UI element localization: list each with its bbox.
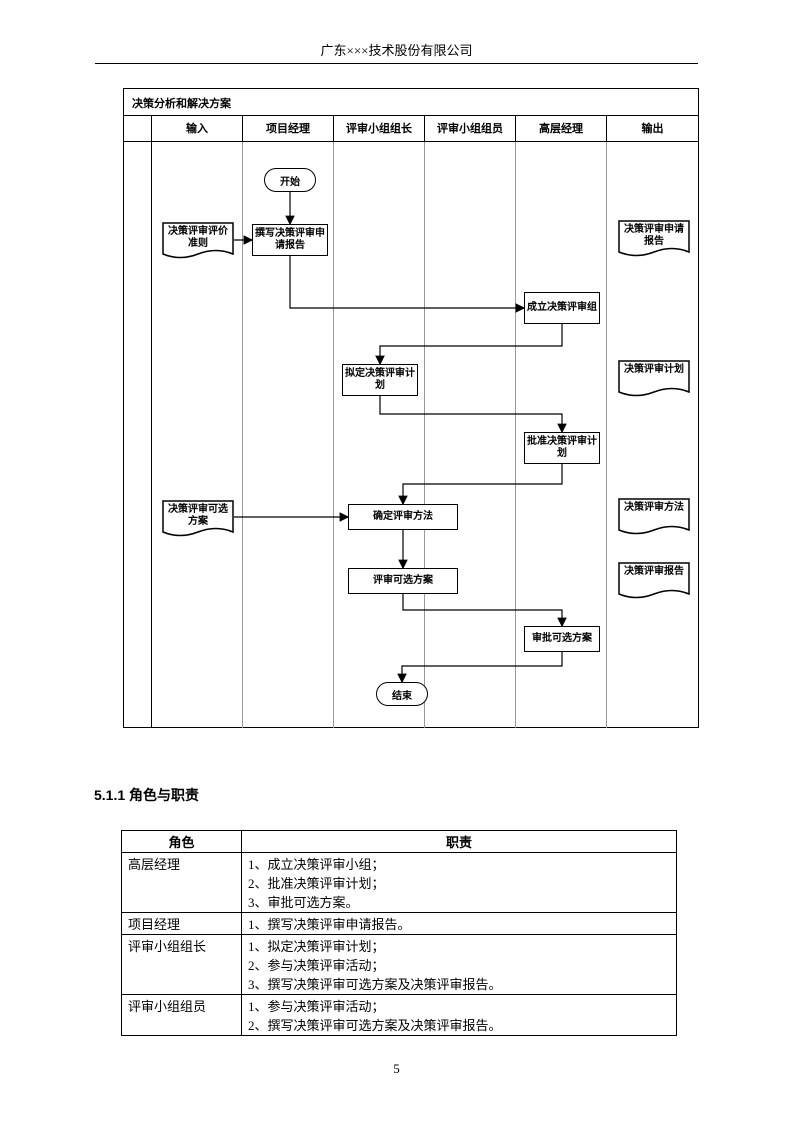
flow-node-start: 开始	[264, 168, 316, 192]
flow-node-out1: 决策评审申请报告	[618, 220, 690, 260]
lane-divider	[333, 142, 334, 728]
table-row: 评审小组组员1、参与决策评审活动；2、撰写决策评审可选方案及决策评审报告。	[122, 995, 677, 1036]
section-number: 5.1.1	[94, 787, 125, 803]
spacer-border	[151, 142, 152, 728]
page-number: 5	[0, 1061, 793, 1077]
section-title: 角色与职责	[129, 787, 199, 803]
flow-node-n5: 确定评审方法	[348, 504, 458, 530]
flow-node-n3: 拟定决策评审计划	[342, 364, 418, 396]
col-role: 角色	[122, 831, 242, 853]
lane-header-leader: 评审小组组长	[334, 116, 425, 141]
flow-node-input1: 决策评审评价准则	[162, 222, 234, 262]
header-rule	[95, 63, 698, 64]
roles-table: 角色 职责 高层经理1、成立决策评审小组；2、批准决策评审计划；3、审批可选方案…	[121, 830, 677, 1036]
flow-node-n1: 撰写决策评审申请报告	[252, 224, 328, 256]
lane-divider	[242, 142, 243, 728]
resp-cell: 1、成立决策评审小组；2、批准决策评审计划；3、审批可选方案。	[242, 853, 677, 913]
flowchart-title: 决策分析和解决方案	[124, 89, 698, 116]
lane-header-output: 输出	[607, 116, 698, 141]
lane-spacer	[124, 116, 152, 141]
role-cell: 评审小组组长	[122, 935, 242, 995]
role-cell: 高层经理	[122, 853, 242, 913]
role-cell: 评审小组组员	[122, 995, 242, 1036]
table-row: 高层经理1、成立决策评审小组；2、批准决策评审计划；3、审批可选方案。	[122, 853, 677, 913]
role-cell: 项目经理	[122, 913, 242, 935]
table-row: 项目经理1、撰写决策评审申请报告。	[122, 913, 677, 935]
swimlane-area: 输入 项目经理 评审小组组长 评审小组组员 高层经理 输出 开始决策评审评价准则…	[124, 116, 698, 728]
resp-cell: 1、参与决策评审活动；2、撰写决策评审可选方案及决策评审报告。	[242, 995, 677, 1036]
lane-divider	[606, 142, 607, 728]
table-row: 评审小组组长1、拟定决策评审计划；2、参与决策评审活动；3、撰写决策评审可选方案…	[122, 935, 677, 995]
swimlane-body: 开始决策评审评价准则撰写决策评审申请报告 决策评审申请报告成立决策评审组拟定决策评…	[124, 142, 698, 728]
lane-header-pm: 项目经理	[243, 116, 334, 141]
flow-node-end: 结束	[376, 682, 428, 706]
flow-node-n7: 审批可选方案	[524, 626, 600, 652]
company-name: 广东×××技术股份有限公司	[321, 43, 473, 58]
resp-cell: 1、撰写决策评审申请报告。	[242, 913, 677, 935]
page-header: 广东×××技术股份有限公司	[0, 40, 793, 64]
flow-node-n4: 批准决策评审计划	[524, 432, 600, 464]
lane-header-member: 评审小组组员	[425, 116, 516, 141]
flow-node-out4: 决策评审报告	[618, 562, 690, 602]
lane-divider	[424, 142, 425, 728]
flow-node-n2: 成立决策评审组	[524, 292, 600, 324]
flowchart: 决策分析和解决方案 输入 项目经理 评审小组组长 评审小组组员 高层经理 输出	[123, 88, 699, 728]
flow-node-n6: 评审可选方案	[348, 568, 458, 594]
resp-cell: 1、拟定决策评审计划；2、参与决策评审活动；3、撰写决策评审可选方案及决策评审报…	[242, 935, 677, 995]
flow-node-input2: 决策评审可选方案	[162, 500, 234, 540]
lane-divider	[515, 142, 516, 728]
lane-header-senior: 高层经理	[516, 116, 607, 141]
section-heading: 5.1.1 角色与职责	[94, 785, 199, 805]
lane-header-input: 输入	[152, 116, 243, 141]
flow-node-out2: 决策评审计划	[618, 360, 690, 400]
col-resp: 职责	[242, 831, 677, 853]
flow-node-out3: 决策评审方法	[618, 498, 690, 538]
swimlane-header: 输入 项目经理 评审小组组长 评审小组组员 高层经理 输出	[124, 116, 698, 142]
